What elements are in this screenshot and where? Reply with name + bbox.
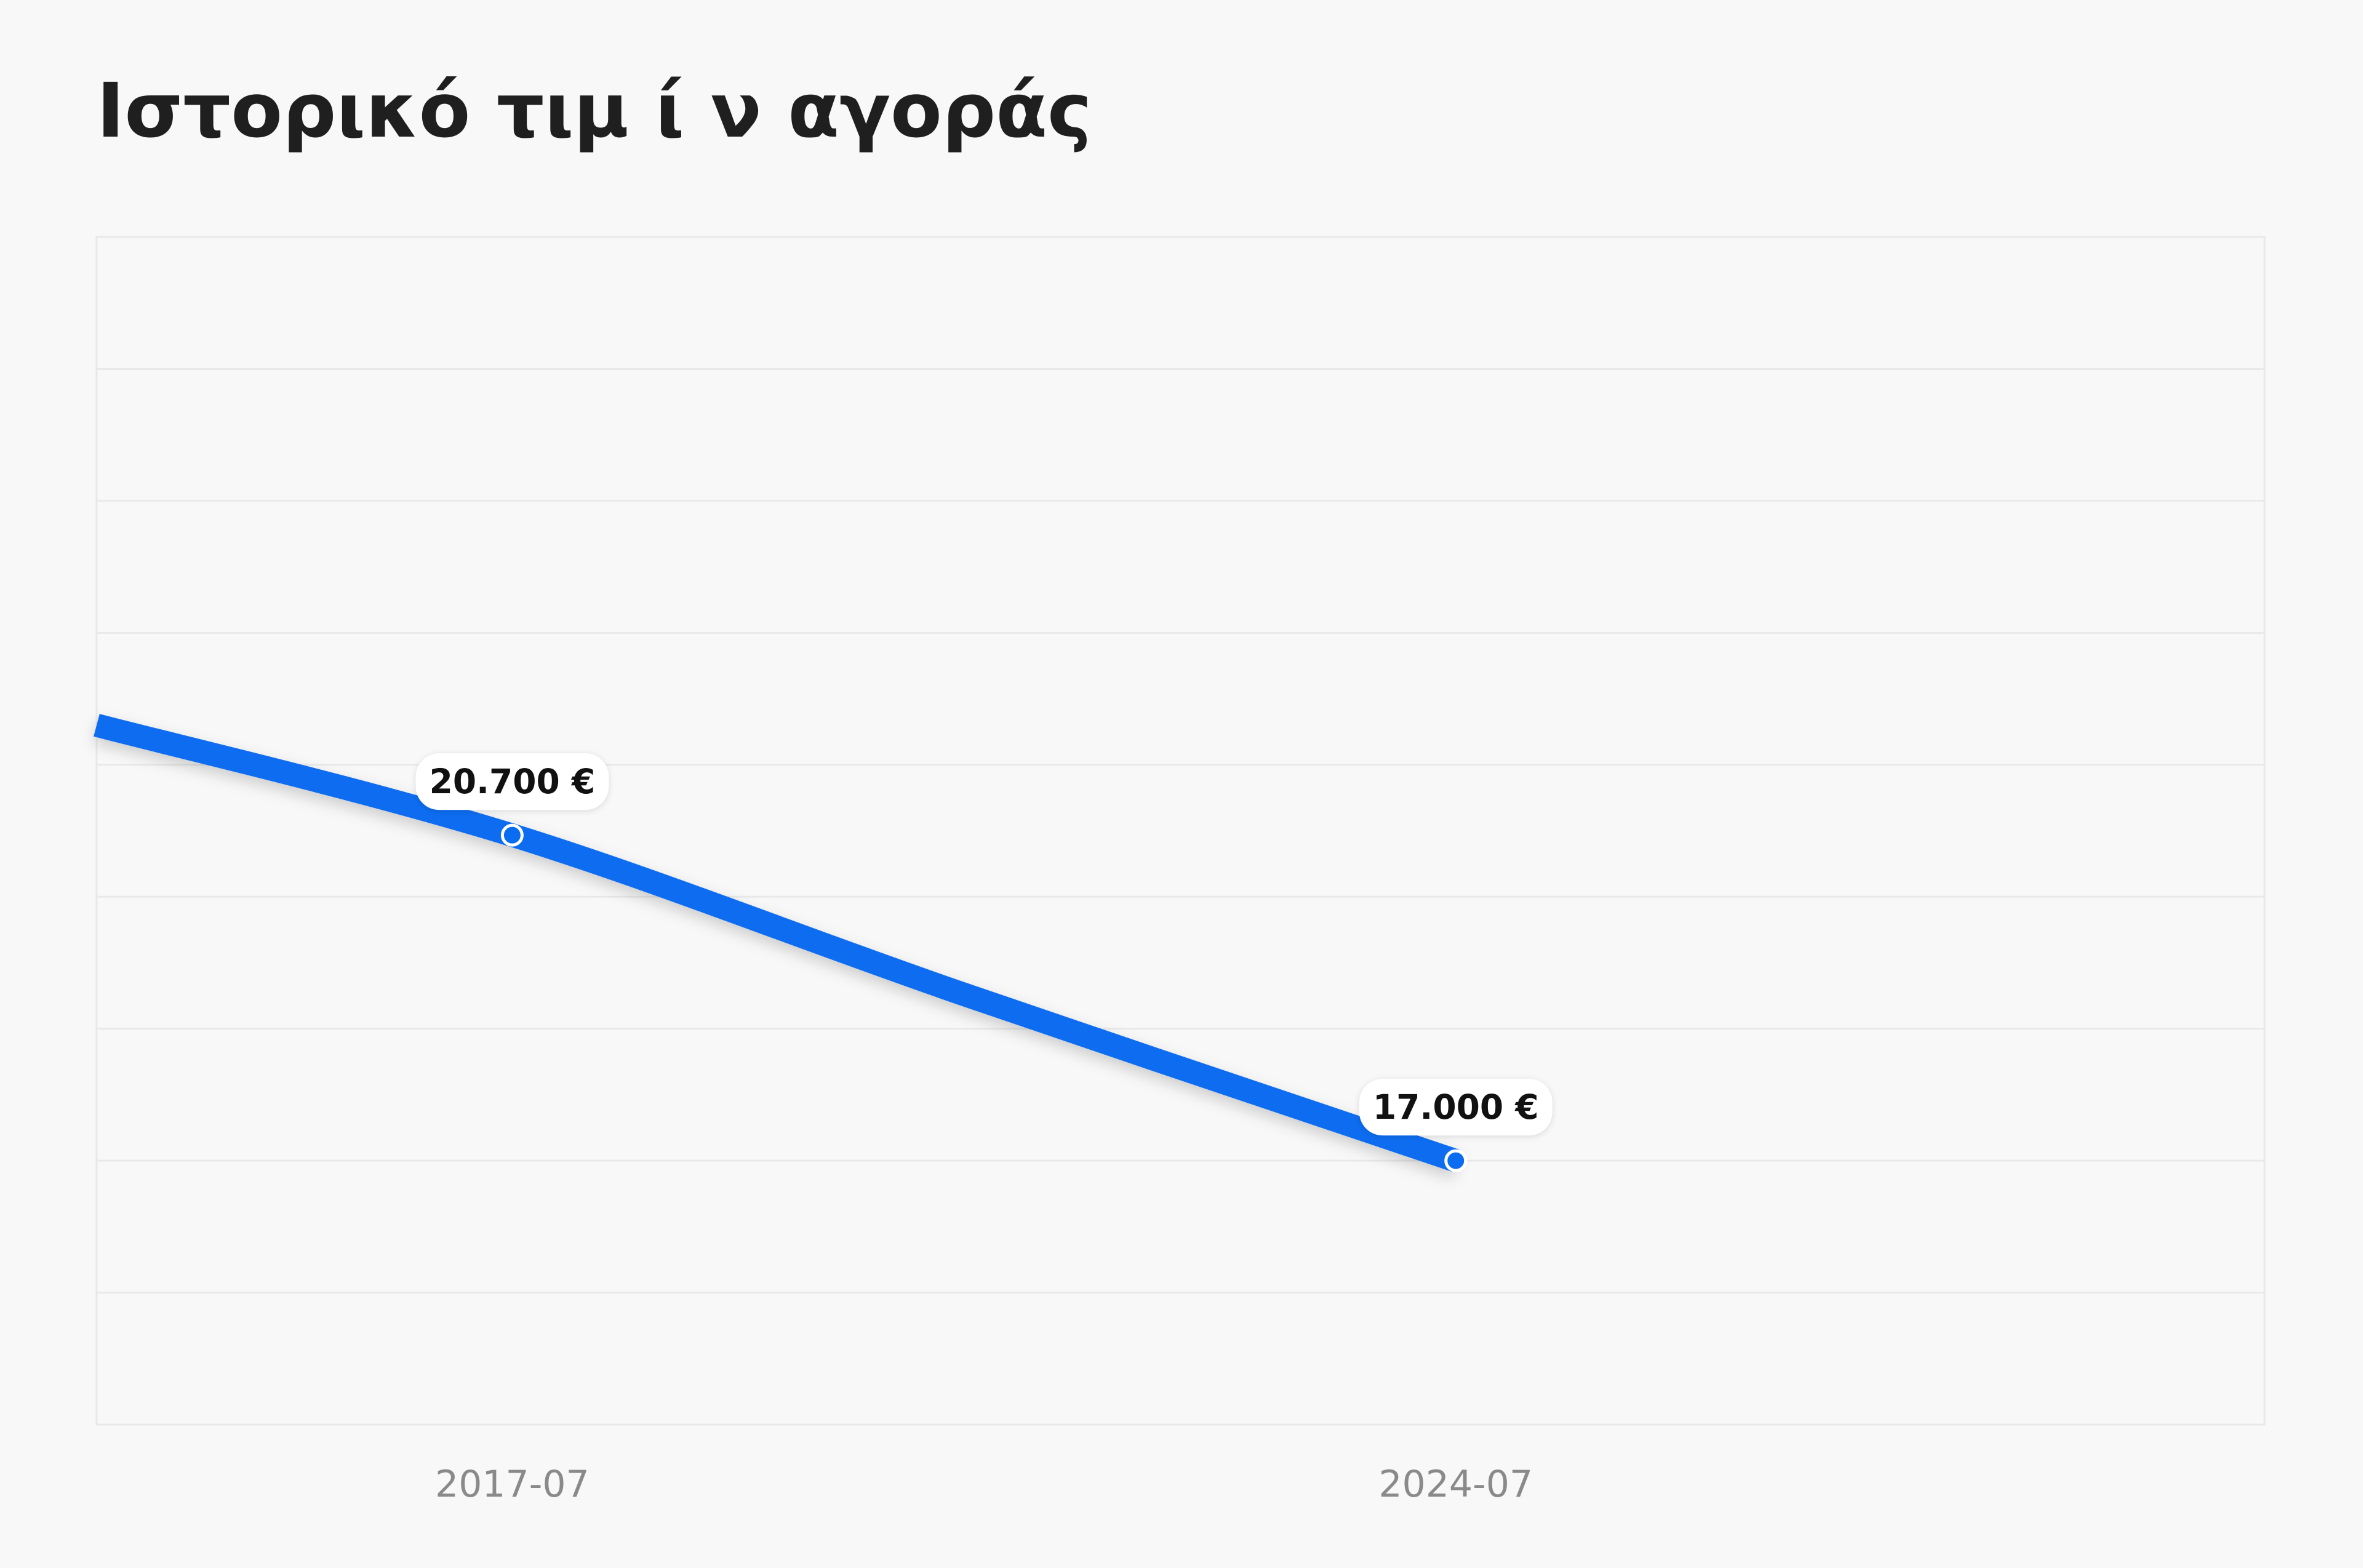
x-axis-ticks: 2017-07 2024-07 <box>435 1463 1533 1506</box>
data-point[interactable] <box>1444 1149 1468 1172</box>
data-label-text: 20.700 € <box>430 762 596 801</box>
data-label-text: 17.000 € <box>1373 1087 1539 1127</box>
data-point[interactable] <box>500 823 524 847</box>
series-line <box>94 714 1460 1172</box>
data-points-layer: 20.700 € 17.000 € <box>415 753 1553 1172</box>
plot-border <box>95 236 2266 1426</box>
x-tick-label: 2024-07 <box>1378 1463 1533 1506</box>
data-label: 17.000 € <box>1359 1079 1553 1136</box>
x-tick-label: 2017-07 <box>435 1463 590 1506</box>
grid-lines <box>95 236 2266 1426</box>
data-label: 20.700 € <box>415 753 609 810</box>
series-line-layer <box>94 714 1460 1172</box>
chart-title: Ιστορικό τιμ ί ν αγοράς <box>97 67 1092 154</box>
data-label-background <box>1359 1079 1553 1136</box>
data-label-background <box>415 753 609 810</box>
